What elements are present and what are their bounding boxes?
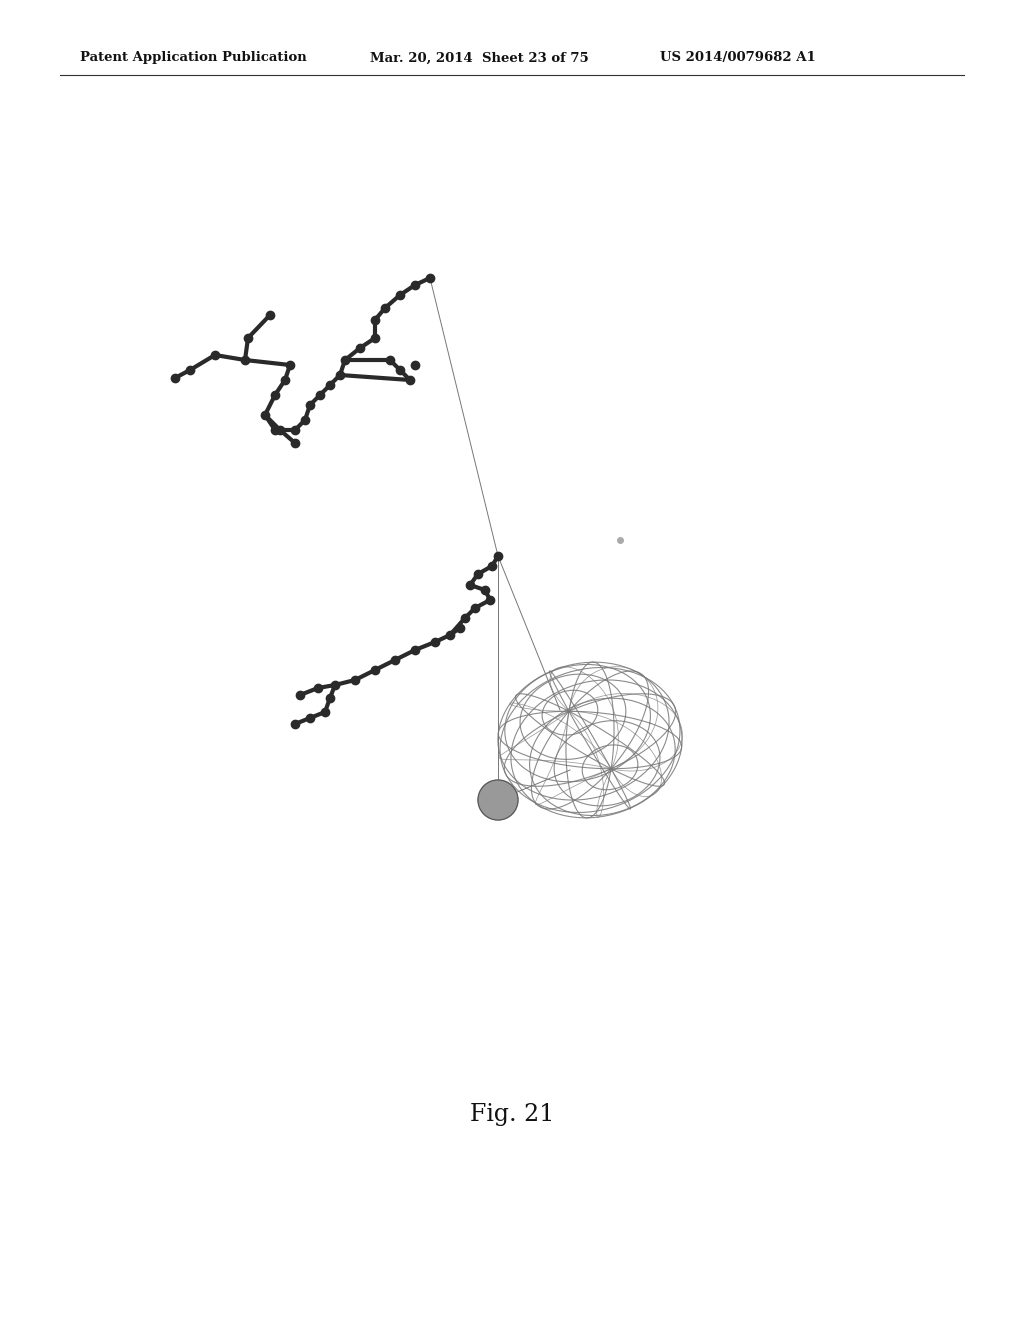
Circle shape: [478, 780, 518, 820]
Text: US 2014/0079682 A1: US 2014/0079682 A1: [660, 51, 816, 65]
Text: Mar. 20, 2014  Sheet 23 of 75: Mar. 20, 2014 Sheet 23 of 75: [370, 51, 589, 65]
Text: Patent Application Publication: Patent Application Publication: [80, 51, 307, 65]
Text: Fig. 21: Fig. 21: [470, 1104, 554, 1126]
